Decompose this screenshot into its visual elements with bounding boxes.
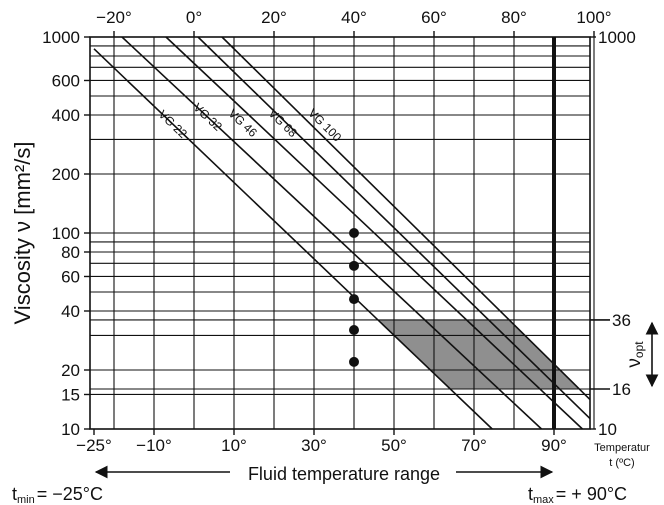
x-top-tick-label: 20° bbox=[261, 8, 287, 27]
x-top-tick-label: −20° bbox=[96, 8, 132, 27]
plot-area bbox=[89, 36, 591, 430]
temperature-unit-label-1: Temperatur bbox=[594, 442, 650, 454]
y-tick-label: 600 bbox=[52, 71, 80, 90]
y-tick-label: 80 bbox=[61, 243, 80, 262]
y-tick-label: 20 bbox=[61, 361, 80, 380]
x-bottom-tick-label: 30° bbox=[301, 436, 327, 455]
data-point bbox=[349, 356, 359, 367]
x-axis-label: Fluid temperature range bbox=[248, 464, 440, 484]
series-line-vg-100 bbox=[221, 36, 591, 401]
y-tick-label: 40 bbox=[61, 302, 80, 321]
opt-high-label: 36 bbox=[612, 311, 631, 330]
y-right-tick-label: 1000 bbox=[598, 28, 636, 47]
x-bottom-tick-label: 10° bbox=[221, 436, 247, 455]
data-point bbox=[349, 228, 359, 238]
optimal-viscosity-indicator: 36 16 νopt bbox=[590, 311, 659, 399]
y-tick-label: 400 bbox=[52, 106, 80, 125]
x-top-tick-label: 100° bbox=[576, 8, 611, 27]
x-bottom-tick-label: −10° bbox=[136, 436, 172, 455]
data-point bbox=[349, 324, 359, 335]
opt-low-label: 16 bbox=[612, 380, 631, 399]
y-axis-label: Viscosity ν [mm²/s] bbox=[10, 142, 35, 325]
x-bottom-tick-label: 70° bbox=[461, 436, 487, 455]
data-point bbox=[349, 294, 359, 305]
t-max-label: tmax = + 90°C bbox=[528, 484, 627, 505]
x-top-tick-label: 0° bbox=[186, 8, 202, 27]
range-label-bg bbox=[230, 461, 456, 485]
x-top-tick-label: 60° bbox=[421, 8, 447, 27]
x-top-tick-label: 80° bbox=[501, 8, 527, 27]
y-tick-label: 15 bbox=[61, 385, 80, 404]
x-bottom-tick-label: −25° bbox=[76, 436, 112, 455]
data-point bbox=[349, 260, 359, 271]
y-tick-label: 100 bbox=[52, 224, 80, 243]
y-tick-label: 200 bbox=[52, 165, 80, 184]
y-tick-label: 10 bbox=[61, 420, 80, 439]
t-min-label: tmin = −25°C bbox=[12, 484, 103, 505]
y-tick-label: 60 bbox=[61, 267, 80, 286]
x-top-tick-label: 40° bbox=[341, 8, 367, 27]
series-line-vg-32 bbox=[121, 36, 543, 430]
x-bottom-tick-label: 50° bbox=[381, 436, 407, 455]
temperature-unit-label-2: t (ºC) bbox=[609, 457, 634, 469]
series-line-vg-68 bbox=[197, 36, 591, 420]
y-tick-label: 1000 bbox=[42, 28, 80, 47]
series-line-vg-46 bbox=[165, 36, 583, 430]
series-line-vg-22 bbox=[93, 48, 493, 430]
series-label-vg-46: VG 46 bbox=[226, 106, 261, 140]
x-bottom-tick-label: 90° bbox=[541, 436, 567, 455]
optimal-viscosity-band bbox=[377, 319, 580, 389]
y-right-tick-label: 10 bbox=[598, 420, 617, 439]
opt-label: νopt bbox=[624, 341, 646, 368]
